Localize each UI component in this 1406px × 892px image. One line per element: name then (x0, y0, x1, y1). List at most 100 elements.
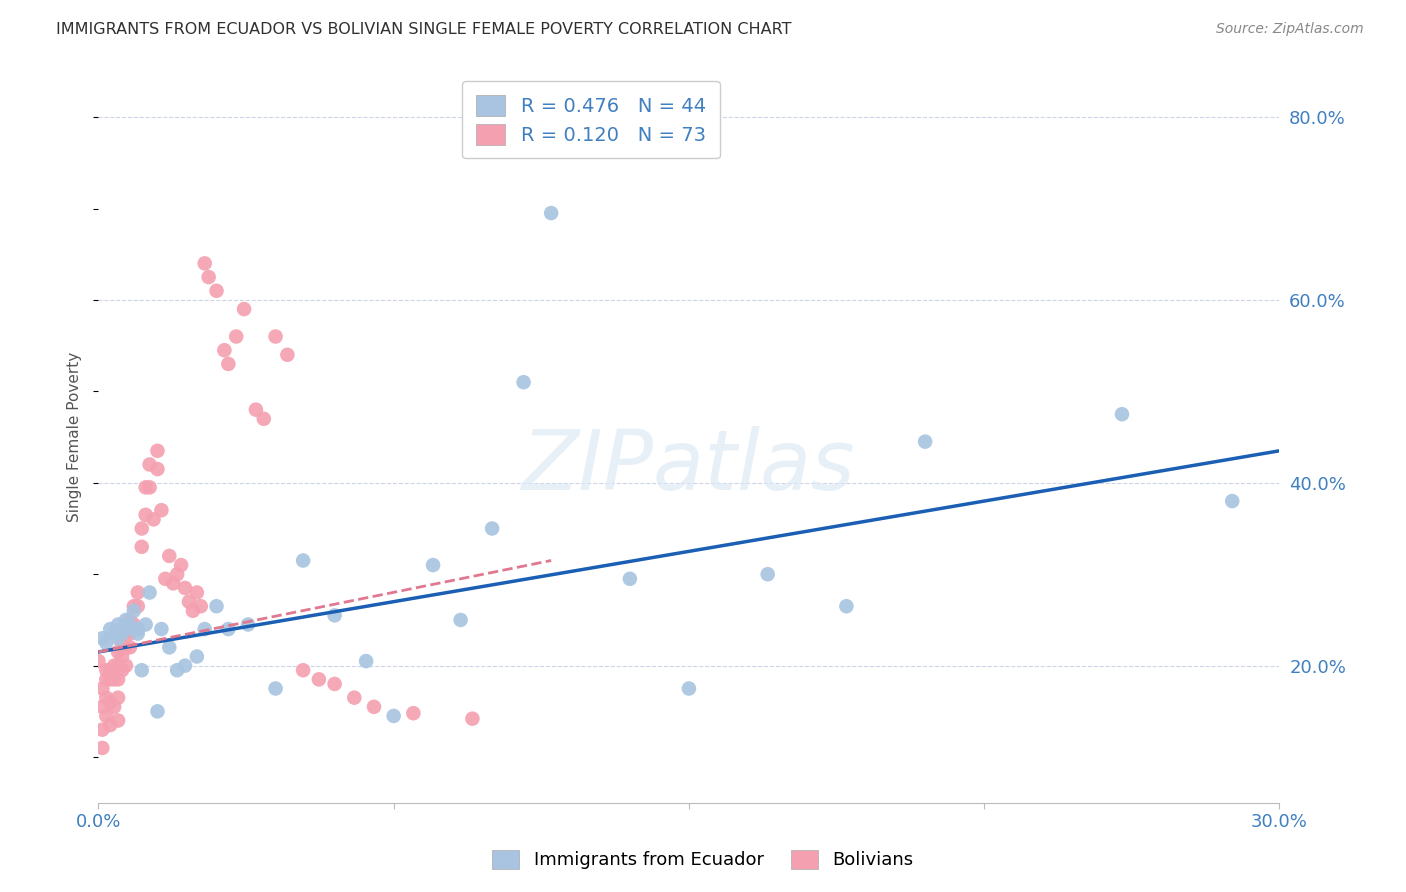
Point (91, 681, 114, 696)
Point (382, 709, 405, 723)
Point (122, 599, 145, 614)
Point (157, 640, 180, 655)
Point (619, 572, 641, 586)
Point (540, 206, 562, 220)
Point (115, 658, 138, 673)
Point (91, 632, 114, 646)
Legend: R = 0.476   N = 44, R = 0.120   N = 73: R = 0.476 N = 44, R = 0.120 N = 73 (463, 81, 720, 159)
Point (214, 343, 236, 358)
Point (402, 706, 425, 721)
Point (166, 663, 188, 677)
Point (91, 723, 114, 737)
Point (91, 740, 114, 755)
Point (162, 576, 184, 591)
Text: ZIPatlas: ZIPatlas (522, 425, 856, 507)
Point (264, 329, 287, 343)
Point (186, 585, 208, 599)
Point (205, 284, 228, 298)
Point (131, 540, 153, 554)
Point (292, 553, 315, 567)
Point (512, 375, 534, 389)
Point (122, 604, 145, 618)
Point (174, 581, 197, 595)
Point (363, 699, 385, 714)
Point (115, 626, 138, 640)
Point (111, 636, 134, 650)
Point (118, 613, 141, 627)
Text: IMMIGRANTS FROM ECUADOR VS BOLIVIAN SINGLE FEMALE POVERTY CORRELATION CHART: IMMIGRANTS FROM ECUADOR VS BOLIVIAN SING… (56, 22, 792, 37)
Point (253, 412, 276, 426)
Point (276, 348, 298, 362)
Point (115, 640, 138, 655)
Point (166, 567, 188, 582)
Point (127, 585, 149, 599)
Point (150, 503, 173, 517)
Point (98, 695, 121, 709)
Point (107, 690, 129, 705)
Point (177, 594, 200, 608)
Point (914, 434, 936, 449)
Point (96, 690, 118, 705)
Point (323, 677, 346, 691)
Point (343, 690, 366, 705)
Point (127, 622, 149, 636)
Point (450, 613, 472, 627)
Point (174, 658, 197, 673)
Point (233, 302, 256, 317)
Point (98, 718, 121, 732)
Point (107, 617, 129, 632)
Point (103, 673, 125, 687)
Point (107, 673, 129, 687)
Point (103, 699, 125, 714)
Point (181, 604, 204, 618)
Point (107, 714, 129, 728)
Legend: Immigrants from Ecuador, Bolivians: Immigrants from Ecuador, Bolivians (484, 840, 922, 879)
Point (138, 458, 160, 472)
Point (118, 626, 141, 640)
Point (127, 626, 149, 640)
Point (118, 640, 141, 655)
Point (481, 521, 503, 535)
Point (170, 558, 193, 573)
Point (194, 256, 217, 270)
Point (118, 617, 141, 632)
Point (678, 681, 700, 696)
Point (138, 480, 160, 494)
Point (111, 622, 134, 636)
Point (756, 567, 779, 582)
Point (354, 654, 377, 668)
Point (115, 622, 138, 636)
Point (138, 585, 160, 599)
Point (142, 512, 165, 526)
Point (91, 699, 114, 714)
Point (103, 658, 125, 673)
Point (1111, 407, 1133, 421)
Point (131, 663, 153, 677)
Point (1220, 494, 1243, 508)
Point (107, 632, 129, 646)
Point (111, 663, 134, 677)
Point (422, 558, 444, 573)
Point (245, 402, 267, 417)
Point (107, 658, 129, 673)
Point (87, 654, 110, 668)
Point (115, 613, 138, 627)
Point (96, 673, 118, 687)
Point (96, 663, 118, 677)
Point (292, 663, 315, 677)
Point (835, 599, 858, 614)
Point (197, 270, 219, 285)
Text: Source: ZipAtlas.com: Source: ZipAtlas.com (1216, 22, 1364, 37)
Point (217, 622, 239, 636)
Point (107, 645, 129, 659)
Point (96, 636, 118, 650)
Y-axis label: Single Female Poverty: Single Female Poverty (67, 352, 83, 522)
Point (98, 663, 121, 677)
Point (146, 443, 169, 458)
Point (98, 622, 121, 636)
Point (146, 462, 169, 476)
Point (146, 705, 169, 719)
Point (98, 673, 121, 687)
Point (308, 673, 330, 687)
Point (127, 599, 149, 614)
